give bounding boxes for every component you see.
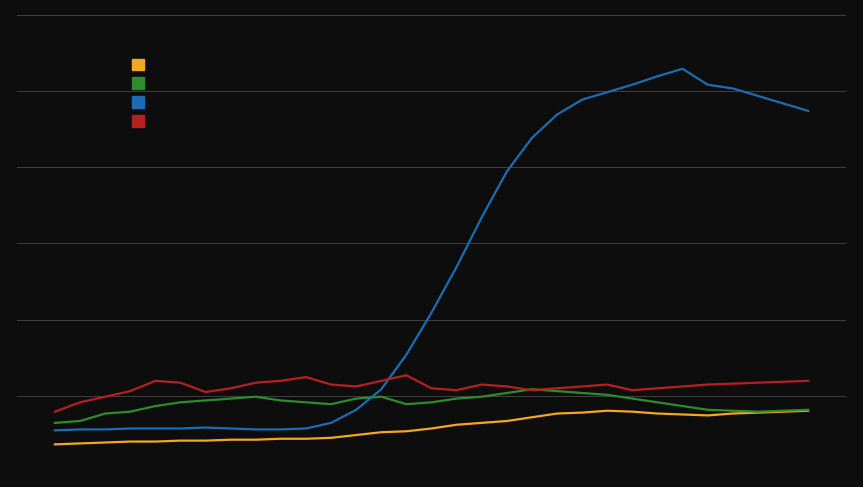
Legend: , , , : , , , [132, 58, 148, 129]
